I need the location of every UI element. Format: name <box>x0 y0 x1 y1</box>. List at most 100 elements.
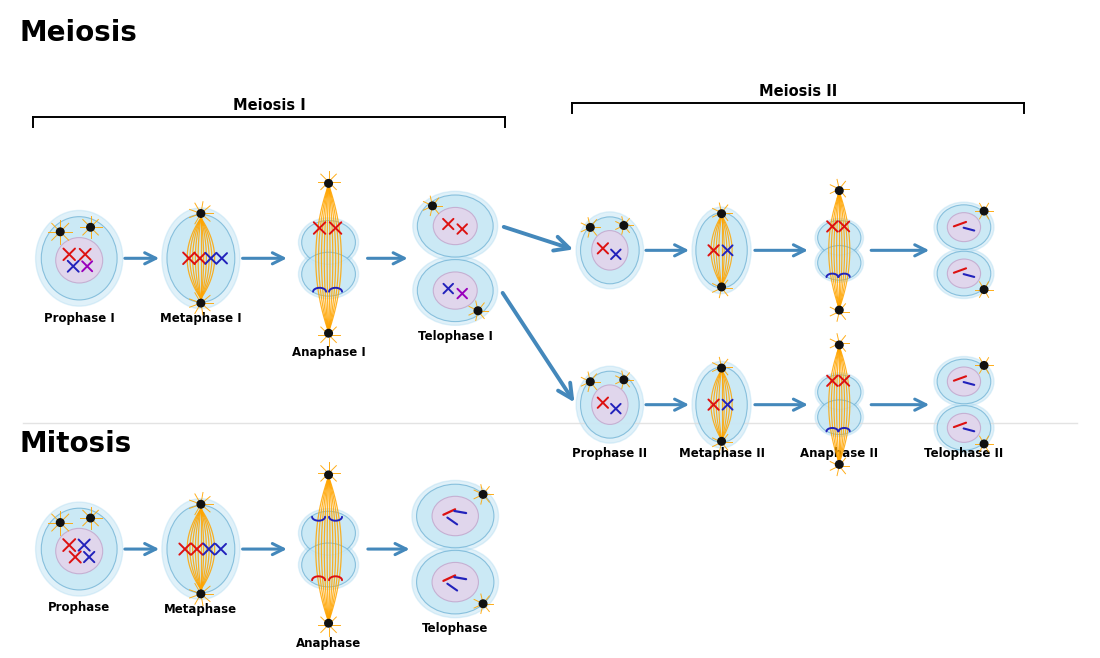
Ellipse shape <box>817 245 861 280</box>
Text: Mitosis: Mitosis <box>20 430 132 457</box>
Ellipse shape <box>411 547 498 618</box>
Ellipse shape <box>417 259 493 322</box>
Ellipse shape <box>42 216 117 300</box>
Circle shape <box>620 222 628 229</box>
Circle shape <box>980 362 988 369</box>
Text: Prophase: Prophase <box>48 601 110 615</box>
Circle shape <box>56 228 64 236</box>
Circle shape <box>324 330 332 337</box>
Circle shape <box>980 207 988 215</box>
Circle shape <box>836 187 843 194</box>
Ellipse shape <box>937 359 991 404</box>
Circle shape <box>718 210 725 218</box>
Ellipse shape <box>947 413 980 442</box>
Ellipse shape <box>817 400 861 434</box>
Ellipse shape <box>692 207 751 293</box>
Ellipse shape <box>35 211 123 306</box>
Circle shape <box>836 461 843 468</box>
Ellipse shape <box>934 403 994 453</box>
Ellipse shape <box>433 207 477 245</box>
Ellipse shape <box>35 502 123 596</box>
Ellipse shape <box>42 508 117 590</box>
Circle shape <box>56 519 64 526</box>
Text: Meiosis I: Meiosis I <box>233 98 306 113</box>
Text: Prophase II: Prophase II <box>572 447 648 459</box>
Ellipse shape <box>412 256 497 325</box>
Ellipse shape <box>692 361 751 448</box>
Ellipse shape <box>581 371 639 438</box>
Circle shape <box>586 378 594 386</box>
Ellipse shape <box>301 220 355 265</box>
Circle shape <box>429 202 437 210</box>
Circle shape <box>980 440 988 447</box>
Ellipse shape <box>56 238 102 283</box>
Ellipse shape <box>815 243 864 282</box>
Text: Telophase II: Telophase II <box>924 447 1003 459</box>
Ellipse shape <box>411 480 498 551</box>
Text: Telophase I: Telophase I <box>418 330 493 343</box>
Text: Telophase: Telophase <box>422 622 488 635</box>
Text: Anaphase I: Anaphase I <box>292 346 365 359</box>
Text: Prophase I: Prophase I <box>44 312 114 325</box>
Circle shape <box>324 619 332 627</box>
Ellipse shape <box>298 249 359 299</box>
Ellipse shape <box>937 205 991 249</box>
Circle shape <box>87 515 95 522</box>
Ellipse shape <box>934 202 994 252</box>
Ellipse shape <box>937 251 991 296</box>
Ellipse shape <box>417 550 494 614</box>
Ellipse shape <box>298 218 359 267</box>
Ellipse shape <box>592 385 628 424</box>
Ellipse shape <box>576 212 643 289</box>
Ellipse shape <box>815 218 864 257</box>
Ellipse shape <box>167 215 234 302</box>
Ellipse shape <box>162 208 240 309</box>
Circle shape <box>980 286 988 293</box>
Ellipse shape <box>817 375 861 409</box>
Circle shape <box>718 365 725 372</box>
Circle shape <box>474 307 482 315</box>
Ellipse shape <box>301 543 355 587</box>
Circle shape <box>718 438 725 445</box>
Ellipse shape <box>696 367 747 442</box>
Circle shape <box>324 471 332 478</box>
Ellipse shape <box>581 217 639 284</box>
Ellipse shape <box>412 191 497 261</box>
Ellipse shape <box>947 213 980 241</box>
Ellipse shape <box>162 499 240 599</box>
Ellipse shape <box>592 230 628 270</box>
Circle shape <box>87 224 95 231</box>
Text: Anaphase II: Anaphase II <box>800 447 878 459</box>
Ellipse shape <box>417 195 493 257</box>
Ellipse shape <box>298 540 359 590</box>
Circle shape <box>480 491 487 498</box>
Ellipse shape <box>947 259 980 288</box>
Ellipse shape <box>301 511 355 555</box>
Circle shape <box>324 180 332 187</box>
Ellipse shape <box>56 528 102 574</box>
Ellipse shape <box>432 496 478 536</box>
Ellipse shape <box>417 484 494 548</box>
Circle shape <box>586 224 594 231</box>
Ellipse shape <box>934 249 994 299</box>
Circle shape <box>197 590 205 597</box>
Text: Metaphase I: Metaphase I <box>161 312 242 325</box>
Ellipse shape <box>937 405 991 450</box>
Text: Metaphase: Metaphase <box>164 603 238 616</box>
Ellipse shape <box>301 252 355 296</box>
Circle shape <box>197 299 205 307</box>
Circle shape <box>480 600 487 607</box>
Ellipse shape <box>815 398 864 437</box>
Ellipse shape <box>934 357 994 407</box>
Circle shape <box>620 376 628 384</box>
Circle shape <box>197 501 205 508</box>
Ellipse shape <box>696 213 747 288</box>
Circle shape <box>836 306 843 314</box>
Text: Metaphase II: Metaphase II <box>679 447 764 459</box>
Ellipse shape <box>576 367 643 443</box>
Ellipse shape <box>432 563 478 602</box>
Circle shape <box>836 341 843 349</box>
Ellipse shape <box>167 505 234 593</box>
Ellipse shape <box>815 372 864 411</box>
Text: Meiosis: Meiosis <box>20 19 138 47</box>
